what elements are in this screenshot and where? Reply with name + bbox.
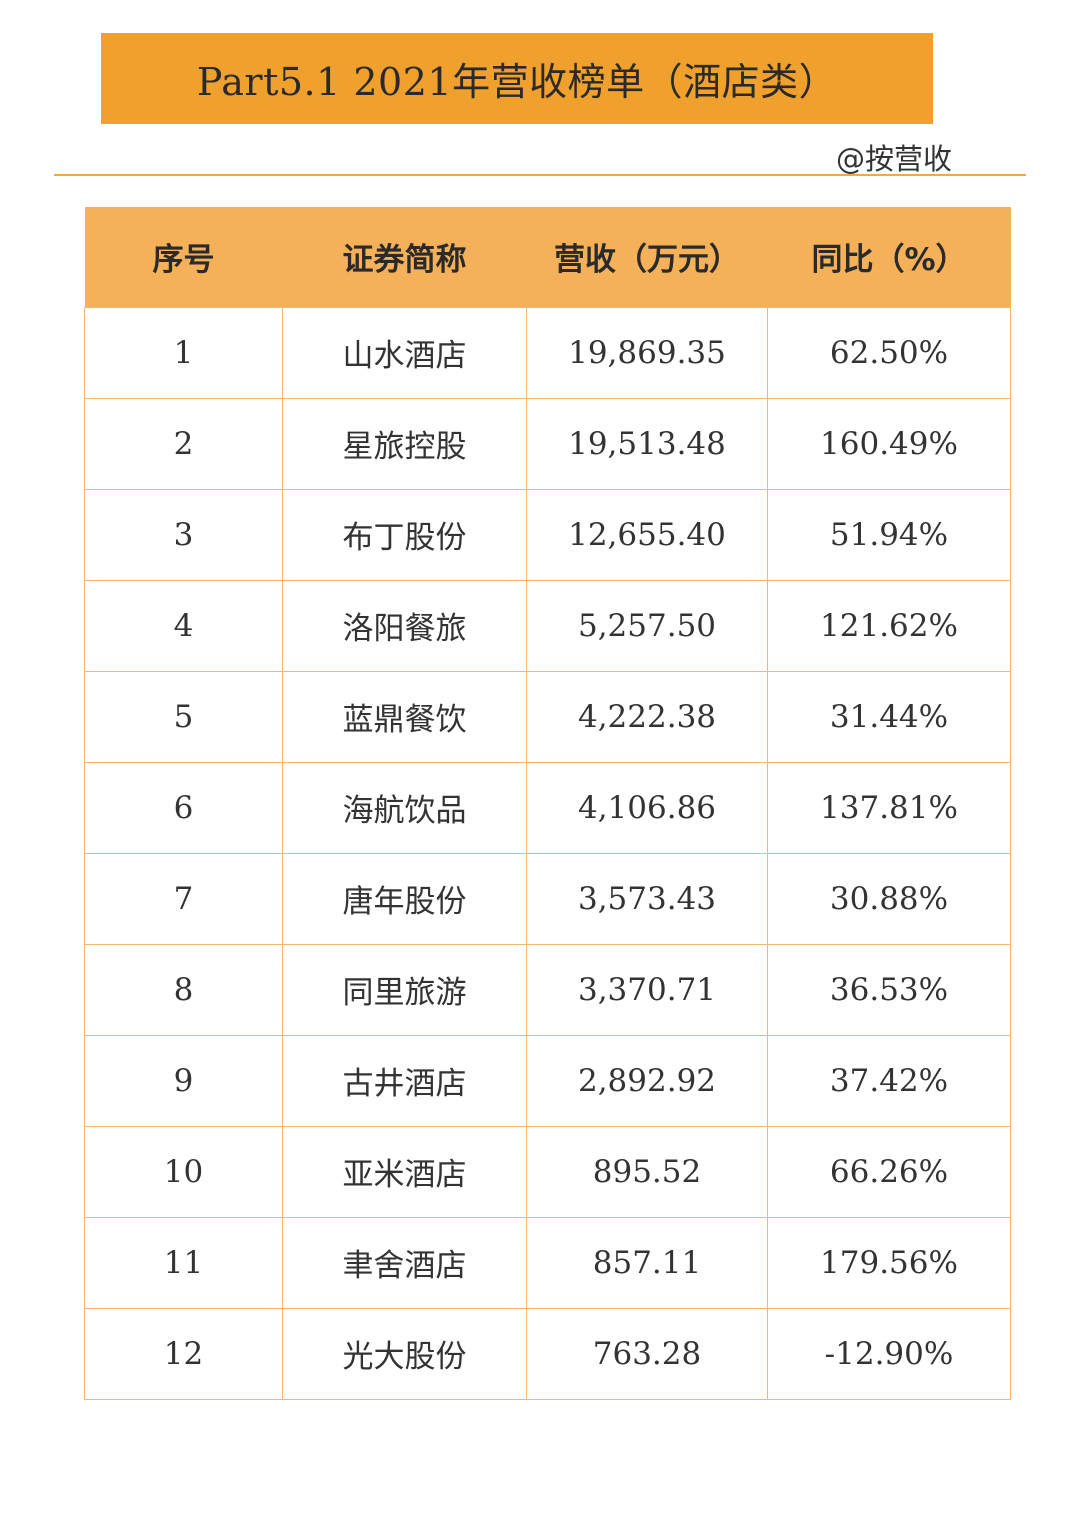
table-row: 2 星旅控股 19,513.48 160.49% <box>84 397 1011 490</box>
name-cell: 光大股份 <box>282 1307 527 1400</box>
rank-cell: 11 <box>84 1216 283 1309</box>
yoy-cell: 121.62% <box>767 579 1011 672</box>
rank-cell: 6 <box>84 761 283 854</box>
rank-cell: 3 <box>84 488 283 581</box>
page-title: Part5.1 2021年营收榜单（酒店类） <box>196 60 838 104</box>
name-cell: 布丁股份 <box>282 488 527 581</box>
table-row: 3 布丁股份 12,655.40 51.94% <box>84 488 1011 581</box>
yoy-cell: 37.42% <box>767 1034 1011 1127</box>
column-header-yoy: 同比（%） <box>811 242 967 279</box>
table-row: 11 聿舍酒店 857.11 179.56% <box>84 1216 1011 1309</box>
yoy-cell: 31.44% <box>767 670 1011 763</box>
column-header-name: 证券简称 <box>342 242 467 279</box>
yoy-cell: -12.90% <box>767 1307 1011 1400</box>
yoy-cell: 160.49% <box>767 397 1011 490</box>
rank-cell: 7 <box>84 852 283 945</box>
revenue-cell: 4,222.38 <box>526 670 768 763</box>
name-cell: 同里旅游 <box>282 943 527 1036</box>
table-row: 9 古井酒店 2,892.92 37.42% <box>84 1034 1011 1127</box>
table-row: 5 蓝鼎餐饮 4,222.38 31.44% <box>84 670 1011 763</box>
source-tag: @按营收 <box>835 142 952 176</box>
name-cell: 海航饮品 <box>282 761 527 854</box>
revenue-cell: 5,257.50 <box>526 579 768 672</box>
rank-cell: 9 <box>84 1034 283 1127</box>
yoy-cell: 30.88% <box>767 852 1011 945</box>
revenue-ranking-table: 序号 证券简称 营收（万元） 同比（%） 1 山水酒店 19,869.35 62… <box>84 207 1011 1400</box>
page-title-banner: Part5.1 2021年营收榜单（酒店类） <box>101 33 933 124</box>
divider <box>54 174 1026 176</box>
name-cell: 聿舍酒店 <box>282 1216 527 1309</box>
name-cell: 古井酒店 <box>282 1034 527 1127</box>
name-cell: 亚米酒店 <box>282 1125 527 1218</box>
table-row: 4 洛阳餐旅 5,257.50 121.62% <box>84 579 1011 672</box>
rank-cell: 5 <box>84 670 283 763</box>
column-header-revenue: 营收（万元） <box>554 242 740 279</box>
table-row: 1 山水酒店 19,869.35 62.50% <box>84 306 1011 399</box>
name-cell: 洛阳餐旅 <box>282 579 527 672</box>
table-row: 10 亚米酒店 895.52 66.26% <box>84 1125 1011 1218</box>
table-row: 12 光大股份 763.28 -12.90% <box>84 1307 1011 1400</box>
revenue-cell: 19,869.35 <box>526 306 768 399</box>
yoy-cell: 66.26% <box>767 1125 1011 1218</box>
revenue-cell: 3,573.43 <box>526 852 768 945</box>
yoy-cell: 137.81% <box>767 761 1011 854</box>
rank-cell: 4 <box>84 579 283 672</box>
rank-cell: 10 <box>84 1125 283 1218</box>
table-row: 7 唐年股份 3,573.43 30.88% <box>84 852 1011 945</box>
yoy-cell: 179.56% <box>767 1216 1011 1309</box>
rank-cell: 2 <box>84 397 283 490</box>
rank-cell: 12 <box>84 1307 283 1400</box>
name-cell: 唐年股份 <box>282 852 527 945</box>
revenue-cell: 857.11 <box>526 1216 768 1309</box>
rank-cell: 8 <box>84 943 283 1036</box>
rank-cell: 1 <box>84 306 283 399</box>
revenue-cell: 3,370.71 <box>526 943 768 1036</box>
column-header-rank: 序号 <box>152 242 215 279</box>
revenue-cell: 763.28 <box>526 1307 768 1400</box>
revenue-cell: 2,892.92 <box>526 1034 768 1127</box>
yoy-cell: 36.53% <box>767 943 1011 1036</box>
revenue-cell: 12,655.40 <box>526 488 768 581</box>
yoy-cell: 51.94% <box>767 488 1011 581</box>
name-cell: 山水酒店 <box>282 306 527 399</box>
name-cell: 蓝鼎餐饮 <box>282 670 527 763</box>
yoy-cell: 62.50% <box>767 306 1011 399</box>
table-header-row: 序号 证券简称 营收（万元） 同比（%） <box>84 207 1011 307</box>
name-cell: 星旅控股 <box>282 397 527 490</box>
revenue-cell: 895.52 <box>526 1125 768 1218</box>
revenue-cell: 4,106.86 <box>526 761 768 854</box>
table-row: 6 海航饮品 4,106.86 137.81% <box>84 761 1011 854</box>
table-row: 8 同里旅游 3,370.71 36.53% <box>84 943 1011 1036</box>
revenue-cell: 19,513.48 <box>526 397 768 490</box>
